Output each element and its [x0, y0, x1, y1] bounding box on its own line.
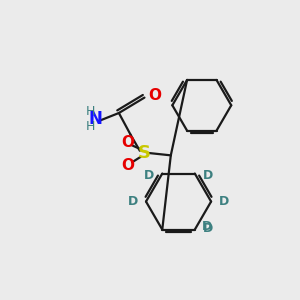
Text: N: N	[89, 110, 103, 128]
Text: H: H	[85, 105, 95, 118]
Text: D: D	[128, 195, 138, 208]
Text: S: S	[138, 144, 151, 162]
Text: O: O	[121, 158, 134, 173]
Text: O: O	[148, 88, 161, 103]
Text: D: D	[202, 220, 212, 233]
Text: D: D	[202, 221, 213, 235]
Text: D: D	[219, 195, 229, 208]
Text: O: O	[121, 135, 134, 150]
Text: D: D	[202, 169, 213, 182]
Text: H: H	[85, 120, 95, 134]
Text: D: D	[144, 169, 154, 182]
